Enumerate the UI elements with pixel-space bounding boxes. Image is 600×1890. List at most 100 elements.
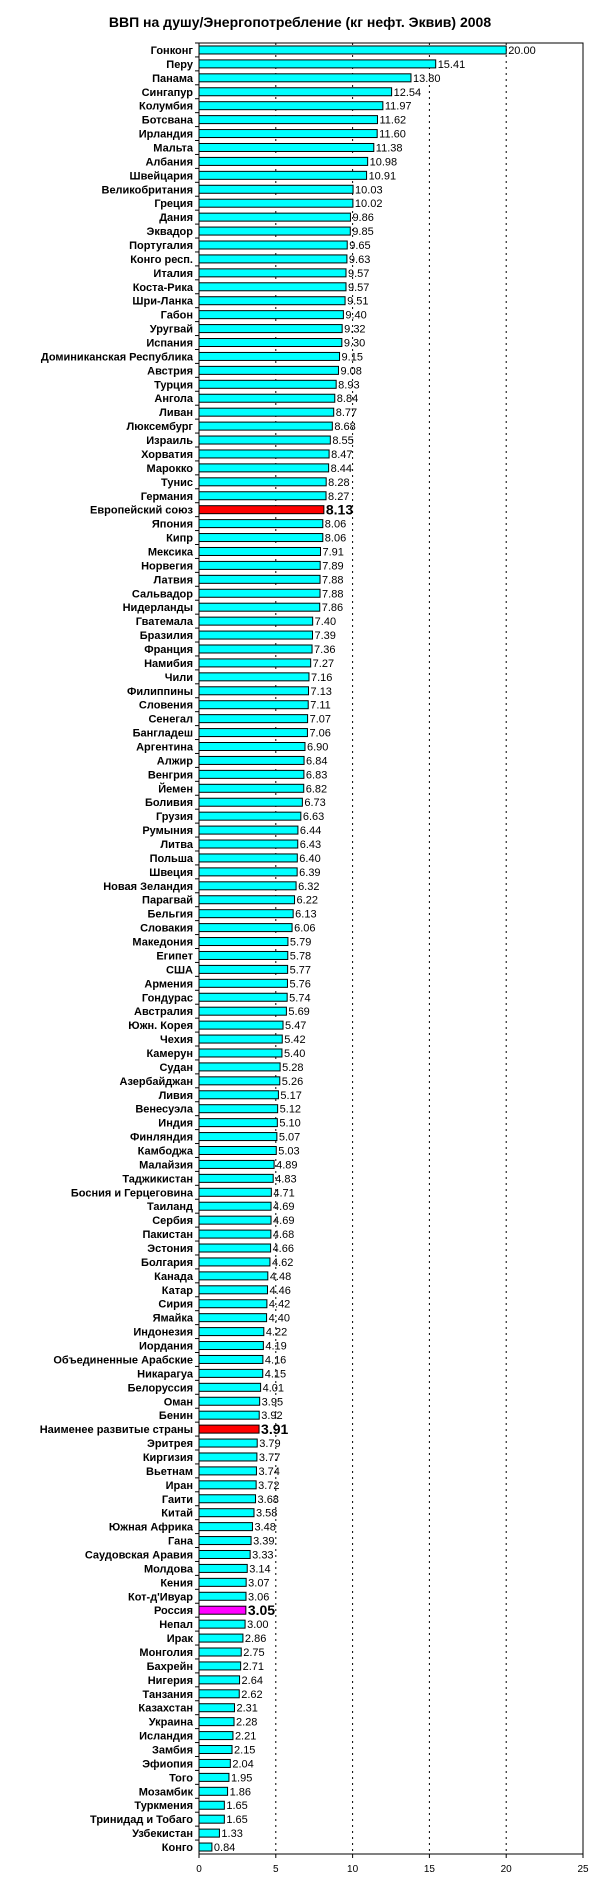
bar: [198, 1118, 278, 1128]
bar: [198, 1661, 242, 1671]
data-label: 11.38: [376, 142, 403, 154]
data-label: 2.31: [236, 1703, 257, 1715]
data-label: 7.91: [322, 546, 343, 558]
bar: [198, 1034, 283, 1044]
category-label: Бангладеш: [133, 728, 193, 740]
bar: [198, 184, 354, 194]
x-tick-label: 25: [577, 1864, 589, 1875]
bar: [198, 170, 368, 180]
bar: [198, 519, 324, 529]
bar: [198, 1396, 261, 1406]
bar: [198, 1494, 257, 1504]
category-label: Катар: [162, 1285, 193, 1297]
data-label: 8.13: [326, 502, 353, 518]
data-label: 12.54: [394, 87, 422, 99]
category-label: Уругвай: [150, 324, 193, 336]
bar: [198, 1758, 231, 1768]
bar: [198, 1145, 277, 1155]
data-label: 3.39: [253, 1536, 274, 1548]
bar: [198, 546, 321, 556]
bar: [198, 1619, 246, 1629]
category-label: Армения: [144, 978, 193, 990]
data-label: 4.19: [265, 1341, 286, 1353]
data-label: 7.88: [322, 574, 343, 586]
bar: [198, 1229, 272, 1239]
data-label: 8.06: [325, 533, 346, 545]
bar: [198, 574, 321, 584]
data-label: 20.00: [508, 45, 536, 57]
data-label: 5.07: [279, 1132, 300, 1144]
data-label: 15.41: [438, 59, 466, 71]
data-label: 11.62: [379, 115, 406, 127]
category-label: Панама: [152, 73, 194, 85]
data-label: 1.65: [226, 1814, 247, 1826]
data-label: 7.86: [322, 602, 343, 614]
data-label: 8.77: [336, 407, 357, 419]
data-label: 6.32: [298, 881, 319, 893]
bar: [198, 379, 337, 389]
category-label: Чили: [165, 672, 193, 684]
data-label: 4.69: [273, 1201, 294, 1213]
data-label: 7.40: [315, 616, 336, 628]
data-label: 8.27: [328, 491, 349, 503]
category-label: Намибия: [144, 658, 193, 670]
data-label: 5.10: [279, 1118, 300, 1130]
category-label: Франция: [144, 644, 193, 656]
category-label: Азербайджан: [120, 1076, 193, 1088]
data-label: 4.15: [265, 1368, 286, 1380]
category-label: Эритрея: [147, 1438, 193, 1450]
data-label: 3.68: [258, 1494, 279, 1506]
data-label: 3.74: [258, 1466, 279, 1478]
category-label: Гватемала: [136, 616, 194, 628]
bar: [198, 644, 313, 654]
category-label: Венесуэла: [135, 1104, 194, 1116]
data-label: 3.92: [261, 1410, 282, 1422]
data-label: 7.36: [314, 644, 335, 656]
bar: [198, 1090, 279, 1100]
bar: [198, 1675, 241, 1685]
category-label: Тринидад и Тобаго: [90, 1814, 193, 1826]
data-label: 10.02: [355, 198, 383, 210]
x-tick-label: 0: [196, 1864, 202, 1875]
category-label: Гаити: [162, 1494, 193, 1506]
data-label: 13.80: [413, 73, 441, 85]
data-label: 10.03: [355, 184, 383, 196]
data-label: 3.33: [252, 1549, 273, 1561]
bar: [198, 1549, 251, 1559]
category-label: Австрия: [147, 365, 193, 377]
category-label: Сингапур: [142, 87, 194, 99]
bar: [198, 115, 378, 125]
category-label: Италия: [153, 268, 193, 280]
bar: [198, 742, 306, 752]
data-label: 4.66: [273, 1243, 294, 1255]
bar: [198, 728, 308, 738]
category-label: Объединенные Арабские: [53, 1354, 193, 1366]
data-label: 4.71: [273, 1187, 294, 1199]
category-label: Греция: [154, 198, 193, 210]
data-label: 5.77: [290, 964, 311, 976]
bar: [198, 867, 298, 877]
data-label: 6.73: [304, 797, 325, 809]
category-label: Испания: [146, 338, 193, 350]
bar: [198, 156, 369, 166]
category-label: Ирландия: [139, 129, 193, 141]
category-label: Замбия: [152, 1745, 193, 1757]
category-label: Бразилия: [140, 630, 193, 642]
bar: [198, 686, 310, 696]
data-label: 6.90: [307, 742, 328, 754]
data-label: 6.83: [306, 769, 327, 781]
bar: [198, 811, 302, 821]
category-label: Швейцария: [130, 170, 193, 182]
bar: [198, 59, 437, 69]
category-label: Сенегал: [148, 714, 193, 726]
category-label: Нигерия: [148, 1675, 193, 1687]
bar: [198, 1062, 281, 1072]
data-label: 4.40: [269, 1313, 290, 1325]
category-label: Литва: [160, 839, 193, 851]
bar: [198, 282, 347, 292]
category-label: Узбекистан: [132, 1828, 193, 1840]
category-label: Судан: [159, 1062, 193, 1074]
bar: [198, 630, 314, 640]
bar: [198, 421, 333, 431]
data-label: 4.42: [269, 1299, 290, 1311]
